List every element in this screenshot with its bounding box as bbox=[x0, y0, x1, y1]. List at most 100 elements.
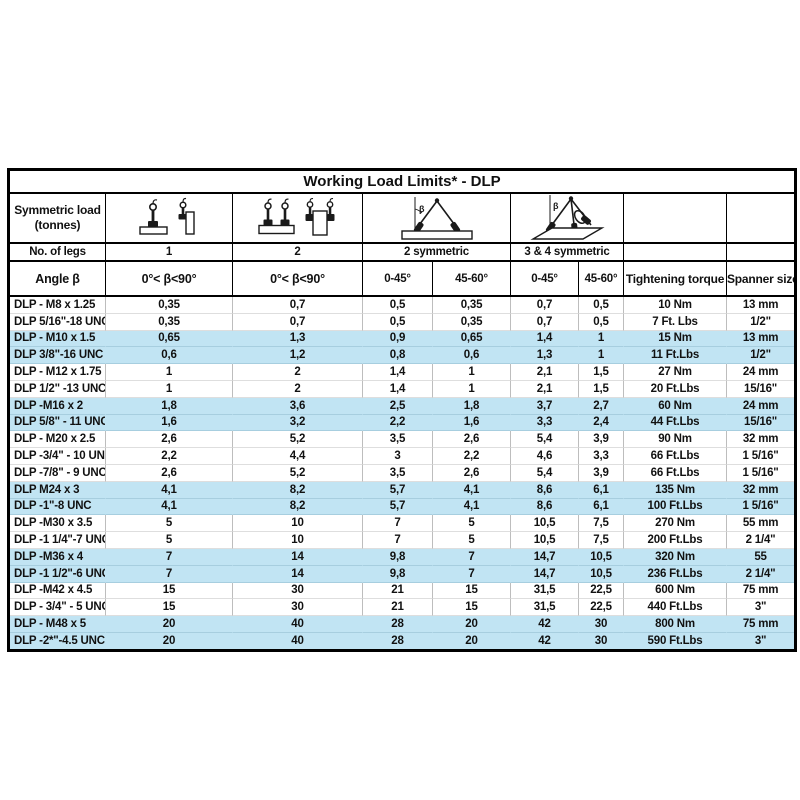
spanner-cell: 3" bbox=[727, 599, 795, 617]
model-cell: DLP - M20 x 2.5 bbox=[10, 431, 106, 449]
wll-value-cell: 2,6 bbox=[106, 431, 233, 449]
table-row: DLP -1"-8 UNC 4,1 8,2 5,7 4,1 8,6 6,1 100 Ft.Lb… bbox=[10, 498, 795, 516]
torque-cell: 320 Nm bbox=[624, 548, 727, 566]
torque-cell: 90 Nm bbox=[624, 431, 727, 449]
wll-value-cell: 10,5 bbox=[511, 515, 579, 533]
angle-col-4: 45-60° bbox=[433, 262, 511, 297]
wll-value-cell: 31,5 bbox=[511, 599, 579, 617]
model-cell: DLP -M42 x 4.5 bbox=[10, 582, 106, 600]
wll-value-cell: 2,5 bbox=[363, 397, 433, 415]
wll-value-cell: 42 bbox=[511, 616, 579, 633]
empty-header-cell bbox=[727, 244, 795, 262]
spanner-cell: 24 mm bbox=[727, 397, 795, 415]
wll-value-cell: 3,5 bbox=[363, 431, 433, 449]
spanner-cell: 13 mm bbox=[727, 330, 795, 348]
table-row: DLP -M36 x 4 7 14 9,8 7 14,7 10,5 320 Nm 55 bbox=[10, 548, 795, 566]
wll-value-cell: 3 bbox=[363, 448, 433, 465]
model-cell: DLP -M30 x 3.5 bbox=[10, 515, 106, 533]
tightening-torque-header: Tightening torque bbox=[624, 262, 727, 297]
wll-value-cell: 7,5 bbox=[579, 532, 624, 549]
wll-value-cell: 5 bbox=[433, 515, 511, 533]
model-cell: DLP -2*"-4.5 UNC bbox=[10, 632, 106, 649]
wll-value-cell: 5,7 bbox=[363, 498, 433, 516]
wll-value-cell: 0,8 bbox=[363, 347, 433, 365]
spanner-cell: 55 bbox=[727, 548, 795, 566]
wll-value-cell: 3,9 bbox=[579, 464, 624, 482]
wll-value-cell: 15 bbox=[106, 599, 233, 617]
wll-value-cell: 8,2 bbox=[233, 498, 363, 516]
legs-2: 2 bbox=[233, 244, 363, 262]
empty-header-cell bbox=[727, 194, 795, 244]
legs-1: 1 bbox=[106, 244, 233, 262]
wll-value-cell: 4,6 bbox=[511, 448, 579, 465]
wll-value-cell: 9,8 bbox=[363, 565, 433, 583]
table-row: DLP -M16 x 2 1,8 3,6 2,5 1,8 3,7 2,7 60 Nm 24 mm bbox=[10, 397, 795, 415]
wll-value-cell: 15 bbox=[433, 582, 511, 600]
table-row: DLP 3/8"-16 UNC 0,6 1,2 0,8 0,6 1,3 1 11 Ft.Lbs… bbox=[10, 347, 795, 365]
table-row: DLP 5/8" - 11 UNC 1,6 3,2 2,2 1,6 3,3 2,4 44 Ft… bbox=[10, 414, 795, 432]
wll-value-cell: 31,5 bbox=[511, 582, 579, 600]
torque-cell: 11 Ft.Lbs bbox=[624, 347, 727, 365]
table-row: DLP - M48 x 5 20 40 28 20 42 30 800 Nm 75 mm bbox=[10, 616, 795, 633]
wll-value-cell: 0,35 bbox=[433, 297, 511, 314]
spanner-cell: 1 5/16" bbox=[727, 498, 795, 516]
wll-value-cell: 8,6 bbox=[511, 481, 579, 499]
torque-cell: 66 Ft.Lbs bbox=[624, 464, 727, 482]
wll-value-cell: 2,2 bbox=[433, 448, 511, 465]
wll-value-cell: 20 bbox=[106, 616, 233, 633]
three-four-leg-symmetric-sling-icon: β bbox=[530, 195, 605, 240]
angle-col-3: 0-45° bbox=[363, 262, 433, 297]
angle-col-2: 0°< β<90° bbox=[233, 262, 363, 297]
wll-value-cell: 3,2 bbox=[233, 414, 363, 432]
wll-value-cell: 14,7 bbox=[511, 565, 579, 583]
wll-value-cell: 5 bbox=[106, 532, 233, 549]
spanner-cell: 1/2" bbox=[727, 347, 795, 365]
table-row: DLP - 3/4" - 5 UNC 15 30 21 15 31,5 22,5 440 Ft… bbox=[10, 599, 795, 617]
table-row: DLP M24 x 3 4,1 8,2 5,7 4,1 8,6 6,1 135 Nm 32 mm bbox=[10, 481, 795, 499]
angle-label: Angle β bbox=[10, 262, 106, 297]
table-row: DLP -3/4" - 10 UNC 2,2 4,4 3 2,2 4,6 3,3 66 Ft.… bbox=[10, 448, 795, 465]
model-cell: DLP 5/16"-18 UNC bbox=[10, 313, 106, 331]
wll-value-cell: 5 bbox=[433, 532, 511, 549]
torque-cell: 200 Ft.Lbs bbox=[624, 532, 727, 549]
wll-value-cell: 1,6 bbox=[433, 414, 511, 432]
spanner-cell: 75 mm bbox=[727, 582, 795, 600]
spanner-cell: 55 mm bbox=[727, 515, 795, 533]
model-cell: DLP 1/2" -13 UNC bbox=[10, 380, 106, 398]
table-row: DLP -M30 x 3.5 5 10 7 5 10,5 7,5 270 Nm 55 mm bbox=[10, 515, 795, 533]
wll-value-cell: 3,5 bbox=[363, 464, 433, 482]
wll-value-cell: 7 bbox=[106, 565, 233, 583]
wll-value-cell: 2 bbox=[233, 364, 363, 381]
torque-cell: 270 Nm bbox=[624, 515, 727, 533]
wll-value-cell: 21 bbox=[363, 582, 433, 600]
table-row: DLP -2*"-4.5 UNC 20 40 28 20 42 30 590 Ft.Lbs 3" bbox=[10, 632, 795, 649]
wll-value-cell: 20 bbox=[433, 632, 511, 649]
wll-value-cell: 2,1 bbox=[511, 364, 579, 381]
wll-value-cell: 3,3 bbox=[511, 414, 579, 432]
torque-cell: 135 Nm bbox=[624, 481, 727, 499]
title-row: Working Load Limits* - DLP bbox=[10, 171, 795, 194]
wll-value-cell: 1,4 bbox=[363, 380, 433, 398]
wll-value-cell: 0,6 bbox=[433, 347, 511, 365]
wll-value-cell: 40 bbox=[233, 632, 363, 649]
angle-col-6: 45-60° bbox=[579, 262, 624, 297]
wll-value-cell: 10,5 bbox=[579, 565, 624, 583]
wll-value-cell: 40 bbox=[233, 616, 363, 633]
wll-value-cell: 0,65 bbox=[433, 330, 511, 348]
torque-cell: 44 Ft.Lbs bbox=[624, 414, 727, 432]
wll-value-cell: 1 bbox=[579, 347, 624, 365]
torque-cell: 440 Ft.Lbs bbox=[624, 599, 727, 617]
wll-value-cell: 30 bbox=[233, 582, 363, 600]
wll-value-cell: 8,6 bbox=[511, 498, 579, 516]
legs-2-symmetric: 2 symmetric bbox=[363, 244, 511, 262]
table-row: DLP -7/8" - 9 UNC 2,6 5,2 3,5 2,6 5,4 3,9 66 Ft… bbox=[10, 464, 795, 482]
wll-value-cell: 1,4 bbox=[363, 364, 433, 381]
spanner-cell: 75 mm bbox=[727, 616, 795, 633]
torque-cell: 590 Ft.Lbs bbox=[624, 632, 727, 649]
table-row: DLP - M20 x 2.5 2,6 5,2 3,5 2,6 5,4 3,9 90 Nm 32… bbox=[10, 431, 795, 449]
torque-cell: 600 Nm bbox=[624, 582, 727, 600]
wll-value-cell: 0,9 bbox=[363, 330, 433, 348]
wll-value-cell: 28 bbox=[363, 632, 433, 649]
wll-value-cell: 21 bbox=[363, 599, 433, 617]
